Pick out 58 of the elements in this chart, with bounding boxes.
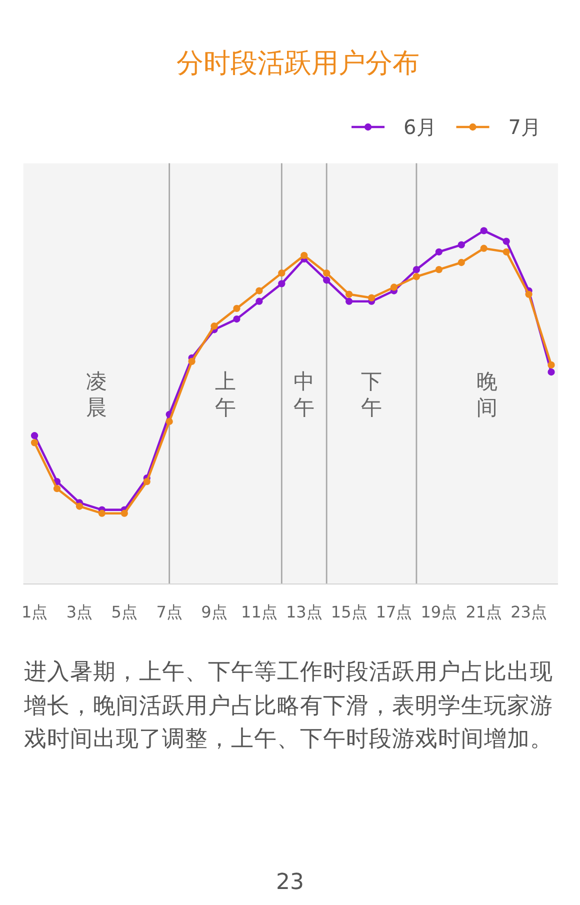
point [30,432,38,440]
point [345,298,353,305]
point [278,270,286,277]
x-tick-label: 21点 [466,602,502,622]
point [502,238,510,245]
x-tick-label: 9点 [201,602,228,622]
x-tick-label: 3点 [66,602,93,622]
chart-title: 分时段活跃用户分布 [176,48,420,79]
point [76,502,84,510]
band-label: 上午 [214,370,236,420]
point [256,298,263,305]
point [98,510,106,517]
point [435,248,442,256]
x-tick-label: 17点 [376,602,412,622]
x-tick-label: 1点 [21,602,48,622]
point [548,368,555,376]
legend-label: 6月 [404,115,436,139]
x-tick-label: 5点 [111,602,138,622]
point [548,361,555,369]
point [412,273,420,280]
point [323,270,330,277]
point [53,485,61,492]
point [502,248,510,256]
point [345,290,353,298]
point [256,287,263,294]
point [278,280,286,288]
point [435,266,442,274]
point [323,276,330,284]
band-label: 下午 [361,370,382,420]
point [120,510,128,517]
point [390,284,398,291]
point [412,266,420,274]
text: 进入暑期，上午、下午等工作时段活跃用户占比出现增长，晚间活跃用户占比略有下滑，表明学生玩家游戏时间出现了调整，上午、下午时段游戏时间增加。 [24,658,554,754]
band-label: 中午 [294,370,315,420]
point [233,304,240,312]
x-tick-label: 23点 [510,602,547,622]
point [188,358,196,365]
point [480,244,488,252]
point [143,478,150,486]
x-tick-label: 13点 [286,602,322,622]
band-label: 凌晨 [86,370,107,420]
point [480,227,488,234]
point [368,294,376,302]
x-tick-label: 15点 [330,602,368,622]
point [210,322,218,330]
point [30,439,38,446]
legend-label: 7月 [508,115,541,139]
point [458,241,465,248]
x-tick-label: 11点 [241,602,278,622]
text: 23 [275,870,305,895]
point [166,418,173,426]
point [458,258,465,266]
point [300,252,308,259]
x-tick-label: 7点 [156,602,182,622]
x-tick-label: 19点 [420,602,458,622]
point [233,315,240,323]
point [525,290,532,298]
band-label: 晚间 [476,370,498,420]
